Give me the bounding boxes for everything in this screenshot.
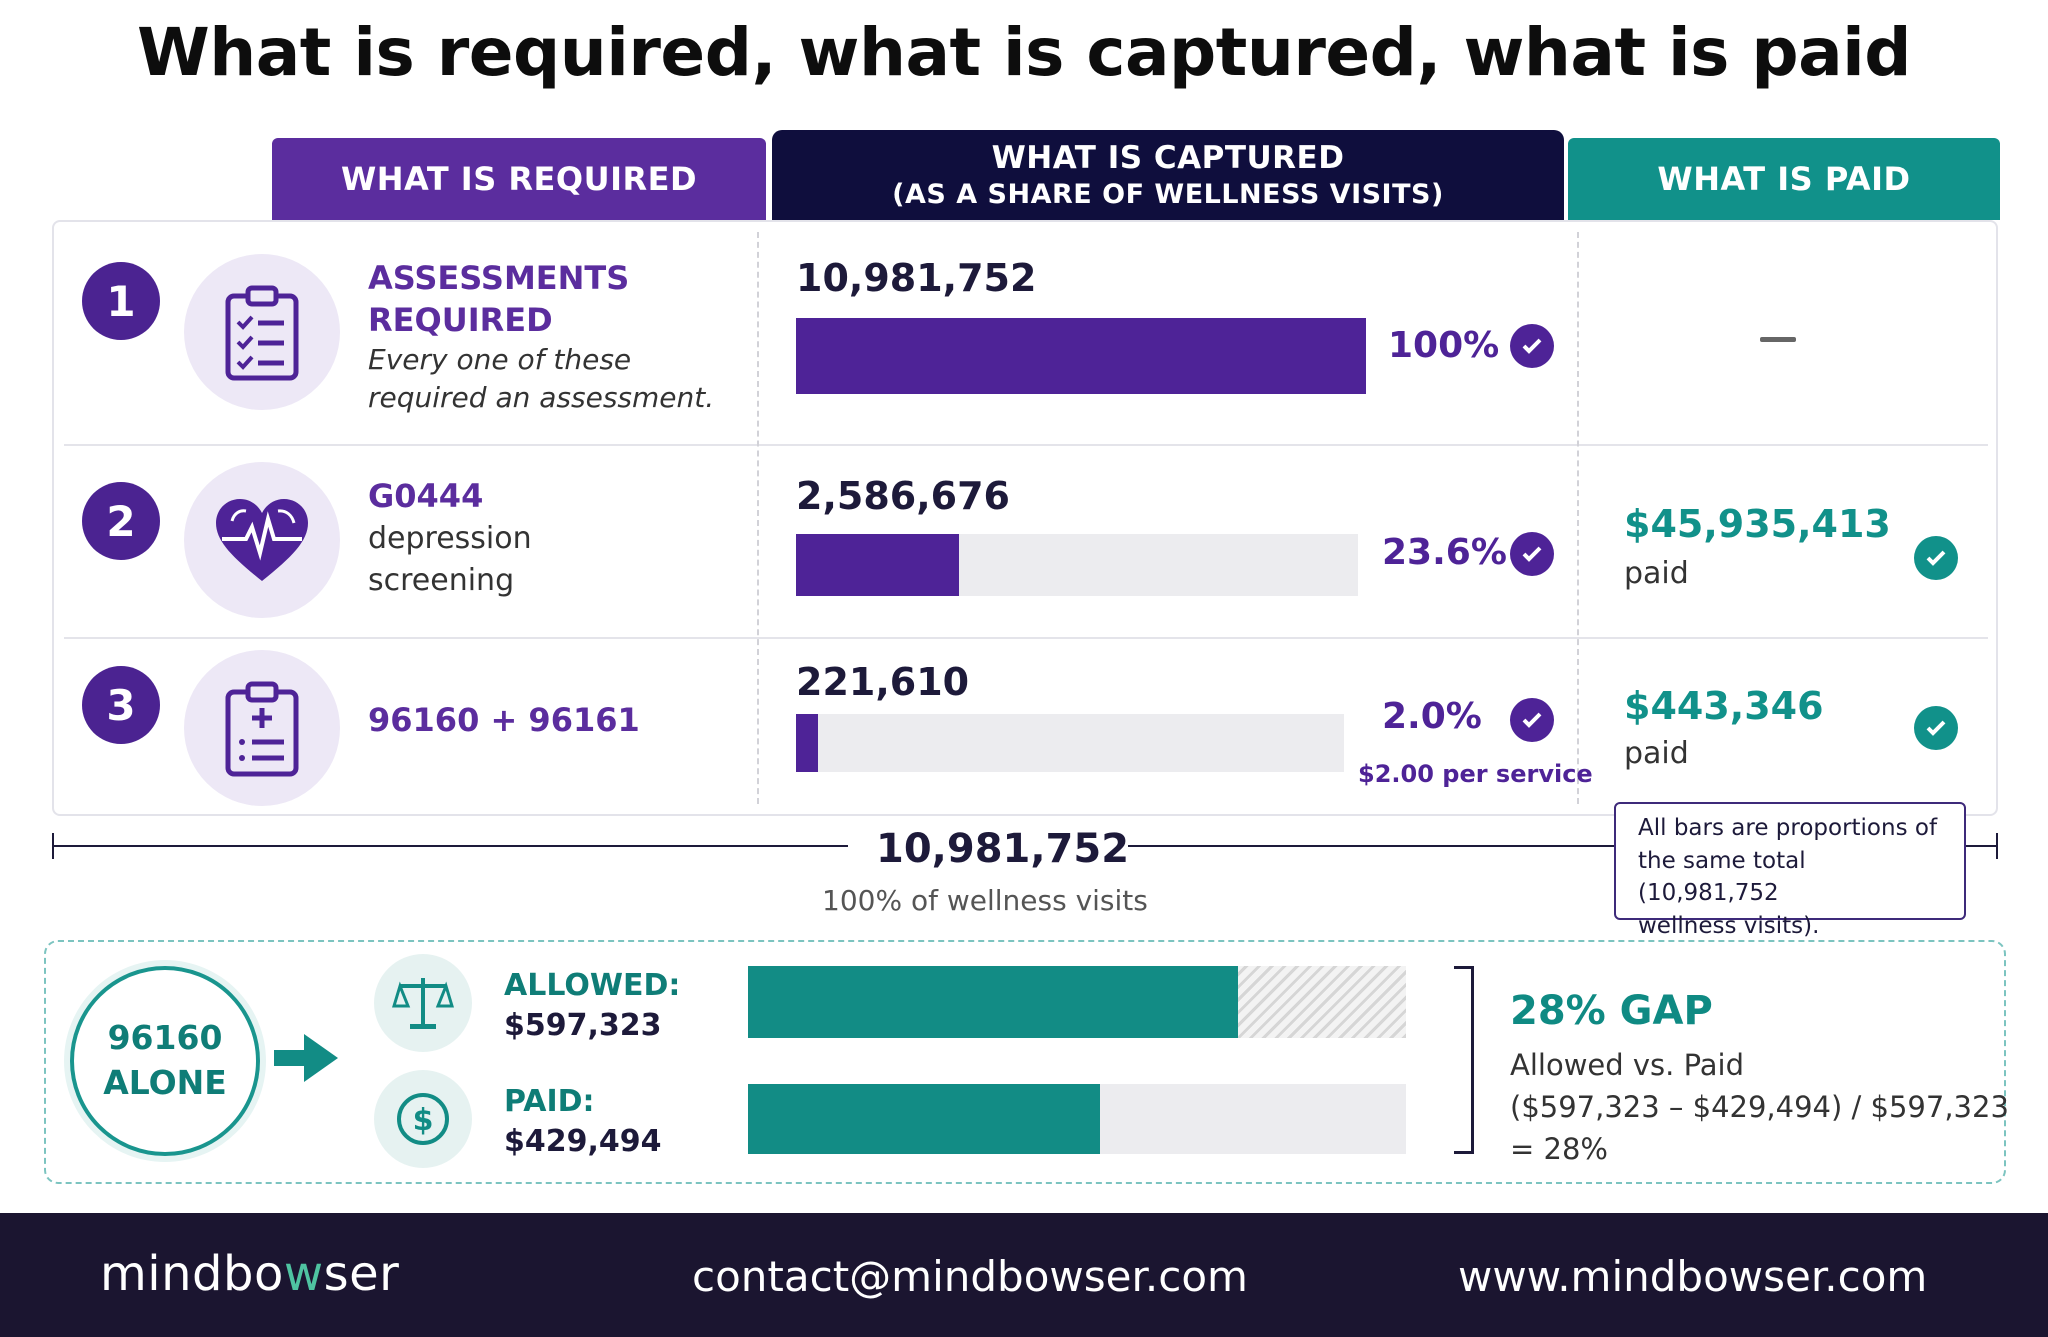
paid-label: paid: [1624, 736, 1689, 771]
captured-count: 2,586,676: [796, 474, 1010, 518]
allowed-value: $597,323: [504, 1008, 662, 1043]
svg-text:$: $: [413, 1103, 434, 1138]
header-what-is-captured: WHAT IS CAPTURED (AS A SHARE OF WELLNESS…: [772, 130, 1564, 220]
row-divider: [64, 637, 1988, 639]
per-service-rate: $2.00 per service: [1358, 760, 1593, 788]
requirement-subtitle: required an assessment.: [368, 380, 715, 414]
paid-bar: [748, 1084, 1101, 1154]
row-number-badge: 3: [82, 666, 160, 744]
requirement-title: REQUIRED: [368, 300, 553, 339]
requirement-subtitle: Every one of these: [368, 343, 632, 377]
allowed-vs-paid-panel: [44, 940, 2006, 1184]
captured-percent: 2.0%: [1382, 696, 1482, 737]
captured-count: 10,981,752: [796, 256, 1037, 300]
contact-email-link[interactable]: contact@mindbowser.com: [692, 1252, 1248, 1301]
scale-line: [52, 845, 848, 847]
paid-label: paid: [1624, 556, 1689, 591]
check-icon: [1914, 536, 1958, 580]
scale-total: 10,981,752: [876, 826, 1130, 872]
column-divider: [1577, 232, 1579, 804]
heart-pulse-icon: [184, 462, 340, 618]
proportion-note: All bars are proportions of the same tot…: [1614, 802, 1966, 939]
header-what-is-required: WHAT IS REQUIRED: [272, 138, 766, 220]
requirement-text: ASSESSMENTS REQUIRED Every one of these …: [368, 258, 714, 417]
allowed-label: ALLOWED:: [504, 968, 681, 1003]
requirement-title: G0444: [368, 477, 484, 515]
paid-amount: $45,935,413: [1624, 502, 1891, 546]
paid-amount: $443,346: [1624, 684, 1824, 728]
header-what-is-paid: WHAT IS PAID: [1568, 138, 2000, 220]
gap-line: Allowed vs. Paid: [1510, 1048, 1745, 1082]
arrow-right-icon: [274, 1030, 342, 1090]
page-title: What is required, what is captured, what…: [136, 14, 1912, 91]
check-icon: [1510, 698, 1554, 742]
website-link[interactable]: www.mindbowser.com: [1458, 1252, 1928, 1301]
scale-tick-right: [1996, 833, 1998, 859]
note-line: wellness visits).: [1638, 912, 1820, 939]
bracket: [1454, 966, 1474, 1154]
header-captured-line1: WHAT IS CAPTURED: [991, 139, 1345, 176]
requirement-text: G0444 depression screening: [368, 476, 532, 602]
requirement-title: ASSESSMENTS: [368, 259, 630, 297]
note-line: the same total (10,981,752: [1638, 847, 1806, 907]
clipboard-plus-icon: [184, 650, 340, 806]
logo-text: w: [283, 1246, 324, 1302]
badge-line: ALONE: [103, 1063, 227, 1102]
gap-description: Allowed vs. Paid ($597,323 – $429,494) /…: [1510, 1044, 2009, 1170]
scale-line: [1128, 845, 1998, 847]
captured-bar-track: [796, 714, 1344, 772]
captured-bar: [796, 714, 818, 772]
row-number-badge: 2: [82, 482, 160, 560]
requirement-subtitle: screening: [368, 562, 515, 598]
captured-percent: 23.6%: [1382, 532, 1507, 573]
badge-line: 96160: [107, 1018, 223, 1058]
header-captured-line2: (AS A SHARE OF WELLNESS VISITS): [892, 178, 1444, 210]
logo-text: ser: [323, 1246, 400, 1302]
code-alone-badge: 96160 ALONE: [70, 966, 260, 1156]
mindbowser-logo: mindbowser: [100, 1246, 399, 1302]
clipboard-checklist-icon: [184, 254, 340, 410]
captured-bar: [796, 318, 1366, 394]
not-paid-dash: [1760, 337, 1796, 342]
captured-count: 221,610: [796, 660, 970, 704]
row-number-badge: 1: [82, 262, 160, 340]
gap-title: 28% GAP: [1510, 988, 1713, 1034]
gap-line: ($597,323 – $429,494) / $597,323: [1510, 1090, 2009, 1125]
check-icon: [1914, 706, 1958, 750]
logo-text: mindbo: [100, 1246, 284, 1302]
dollar-icon: $: [374, 1070, 472, 1168]
requirement-title: 96160 + 96161: [368, 701, 640, 739]
captured-percent: 100%: [1388, 325, 1500, 366]
check-icon: [1510, 324, 1554, 368]
requirement-subtitle: depression: [368, 520, 532, 556]
paid-value: $429,494: [504, 1124, 662, 1159]
scale-balance-icon: [374, 954, 472, 1052]
note-line: All bars are proportions of: [1638, 815, 1938, 841]
check-icon: [1510, 532, 1554, 576]
column-divider: [757, 232, 759, 804]
footer: [0, 1213, 2048, 1337]
gap-line: = 28%: [1510, 1132, 1608, 1167]
row-divider: [64, 444, 1988, 446]
captured-bar: [796, 534, 959, 596]
paid-label: PAID:: [504, 1084, 595, 1119]
scale-subtitle: 100% of wellness visits: [822, 884, 1148, 917]
allowed-bar: [748, 966, 1239, 1038]
